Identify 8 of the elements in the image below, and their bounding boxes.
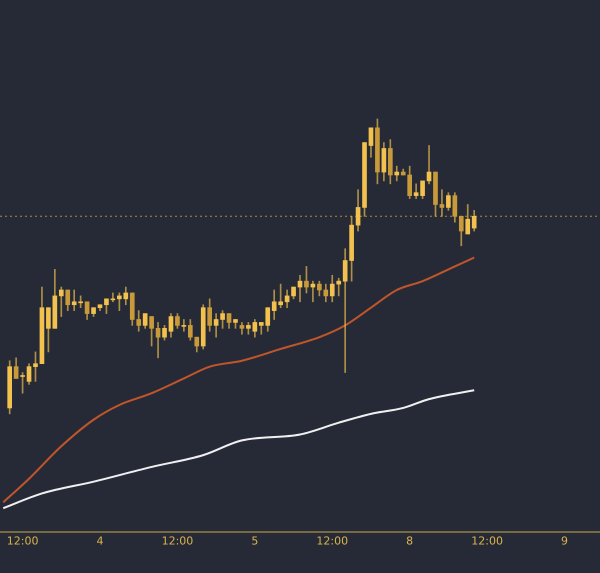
x-tick-label: 12:00: [6, 534, 38, 548]
x-tick-label: 5: [251, 534, 258, 548]
x-tick-label: 4: [96, 534, 104, 548]
x-tick-label: 12:00: [162, 534, 194, 548]
x-tick-label: 12:00: [316, 534, 348, 548]
x-tick-label: 12:00: [471, 534, 503, 548]
x-tick-label: 8: [406, 534, 414, 548]
x-tick-label: 9: [561, 534, 568, 548]
